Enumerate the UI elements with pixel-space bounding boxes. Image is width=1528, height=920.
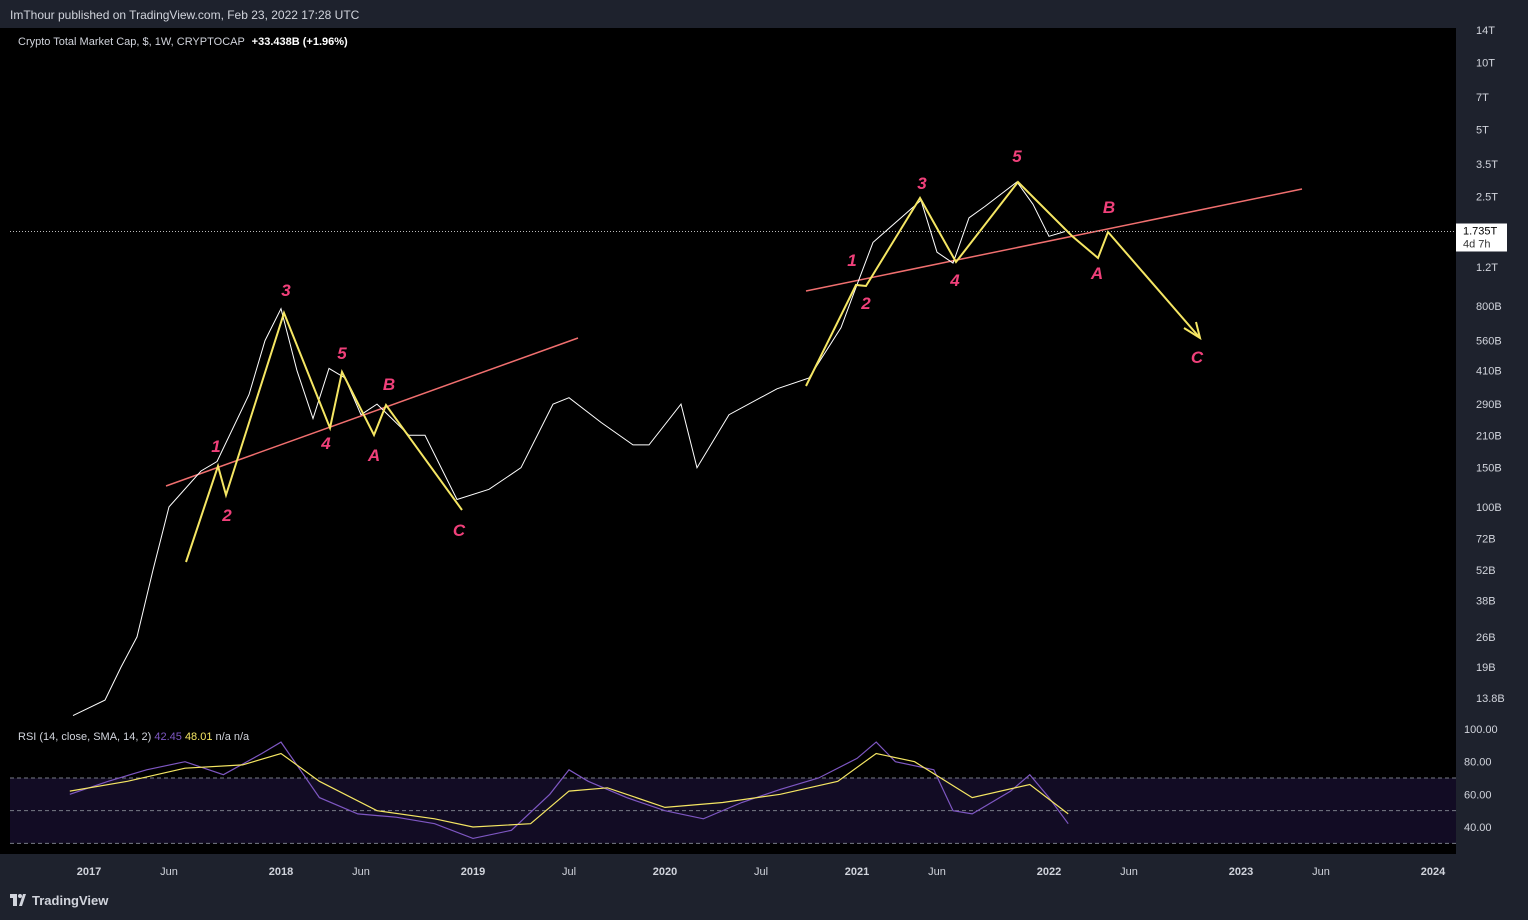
price-tick-label: 10T — [1476, 57, 1495, 69]
time-tick-label: Jul — [562, 866, 576, 878]
price-tick-label: 800B — [1476, 301, 1502, 313]
time-tick-label: 2020 — [653, 866, 677, 878]
trendline-2021 — [805, 188, 1303, 292]
rsi-tick-label: 100.00 — [1464, 724, 1498, 736]
rsi-sma-value: 48.01 — [184, 731, 213, 743]
wave-label: B — [1103, 198, 1115, 217]
time-tick-label: Jun — [928, 866, 946, 878]
wave-path-2 — [805, 180, 1201, 387]
rsi-line — [69, 741, 1069, 840]
time-tick-label: 2018 — [269, 866, 293, 878]
brand-label: TradingView — [32, 893, 109, 908]
wave-label: 1 — [847, 251, 856, 270]
time-tick-label: Jun — [1312, 866, 1330, 878]
rsi-tick-label: 80.00 — [1464, 757, 1492, 769]
wave-label: A — [367, 446, 380, 465]
last-price-box — [1456, 223, 1507, 252]
price-tick-label: 290B — [1476, 399, 1502, 411]
tradingview-logo-icon — [10, 894, 26, 906]
price-tick-label: 100B — [1476, 502, 1502, 514]
wave-path-1 — [185, 310, 463, 563]
price-tick-label: 2.5T — [1476, 191, 1498, 203]
time-tick-label: 2024 — [1421, 866, 1446, 878]
rsi-sma-line — [69, 752, 1069, 828]
rsi-label: RSI (14, close, SMA, 14, 2) — [18, 731, 152, 743]
wave-label: 3 — [917, 174, 927, 193]
top-bar: ImThour published on TradingView.com, Fe… — [0, 0, 1528, 28]
price-tick-label: 19B — [1476, 662, 1496, 674]
countdown-label: 4d 7h — [1463, 239, 1491, 251]
tradingview-brand[interactable]: TradingView — [10, 893, 108, 908]
wave-label: 4 — [949, 271, 960, 290]
time-tick-label: Jun — [1120, 866, 1138, 878]
wave-label: 4 — [320, 434, 331, 453]
time-tick-label: Jun — [352, 866, 370, 878]
wave-label: 2 — [221, 506, 232, 525]
publish-info: ImThour published on TradingView.com, Fe… — [10, 8, 360, 22]
price-line — [72, 181, 1066, 717]
change-value: +33.438B (+1.96%) — [251, 36, 348, 48]
time-tick-label: 2023 — [1229, 866, 1253, 878]
wave-label: C — [1191, 348, 1204, 367]
wave-label: 5 — [337, 344, 347, 363]
price-tick-label: 3.5T — [1476, 159, 1498, 171]
price-tick-label: 38B — [1476, 595, 1496, 607]
price-tick-label: 410B — [1476, 366, 1502, 378]
time-tick-label: Jun — [160, 866, 178, 878]
rsi-value: 42.45 — [154, 731, 182, 743]
price-tick-label: 7T — [1476, 92, 1489, 104]
price-tick-label: 150B — [1476, 463, 1502, 475]
rsi-legend: RSI (14, close, SMA, 14, 2) 42.45 48.01 … — [18, 731, 249, 743]
chart-pane[interactable] — [8, 28, 1456, 854]
trendline-2018 — [165, 337, 579, 487]
wave-label: C — [453, 521, 466, 540]
time-tick-label: 2017 — [77, 866, 101, 878]
wave-label: B — [383, 375, 395, 394]
price-axis[interactable] — [1456, 28, 1528, 854]
price-tick-label: 72B — [1476, 534, 1496, 546]
wave-label: 1 — [211, 437, 220, 456]
price-tick-label: 210B — [1476, 430, 1502, 442]
price-tick-label: 14T — [1476, 25, 1495, 37]
wave-label: 2 — [860, 294, 871, 313]
price-tick-label: 5T — [1476, 124, 1489, 136]
arrow-head — [1183, 321, 1202, 341]
time-tick-label: 2022 — [1037, 866, 1061, 878]
price-tick-label: 1.2T — [1476, 262, 1498, 274]
time-tick-label: 2021 — [845, 866, 869, 878]
price-tick-label: 52B — [1476, 565, 1496, 577]
rsi-na: n/a n/a — [215, 731, 250, 743]
time-tick-label: 2019 — [461, 866, 485, 878]
price-tick-label: 26B — [1476, 632, 1496, 644]
rsi-tick-label: 60.00 — [1464, 789, 1492, 801]
wave-label: A — [1090, 264, 1103, 283]
last-price-label: 1.735T — [1463, 226, 1498, 238]
time-tick-label: Jul — [754, 866, 768, 878]
rsi-tick-label: 40.00 — [1464, 822, 1492, 834]
price-tick-label: 560B — [1476, 336, 1502, 348]
wave-label: 3 — [281, 281, 291, 300]
symbol-legend: Crypto Total Market Cap, $, 1W, CRYPTOCA… — [18, 36, 348, 48]
price-tick-label: 13.8B — [1476, 693, 1505, 705]
wave-label: 5 — [1012, 147, 1022, 166]
symbol-label: Crypto Total Market Cap, $, 1W, CRYPTOCA… — [18, 36, 245, 48]
bottom-bar — [0, 854, 1528, 920]
